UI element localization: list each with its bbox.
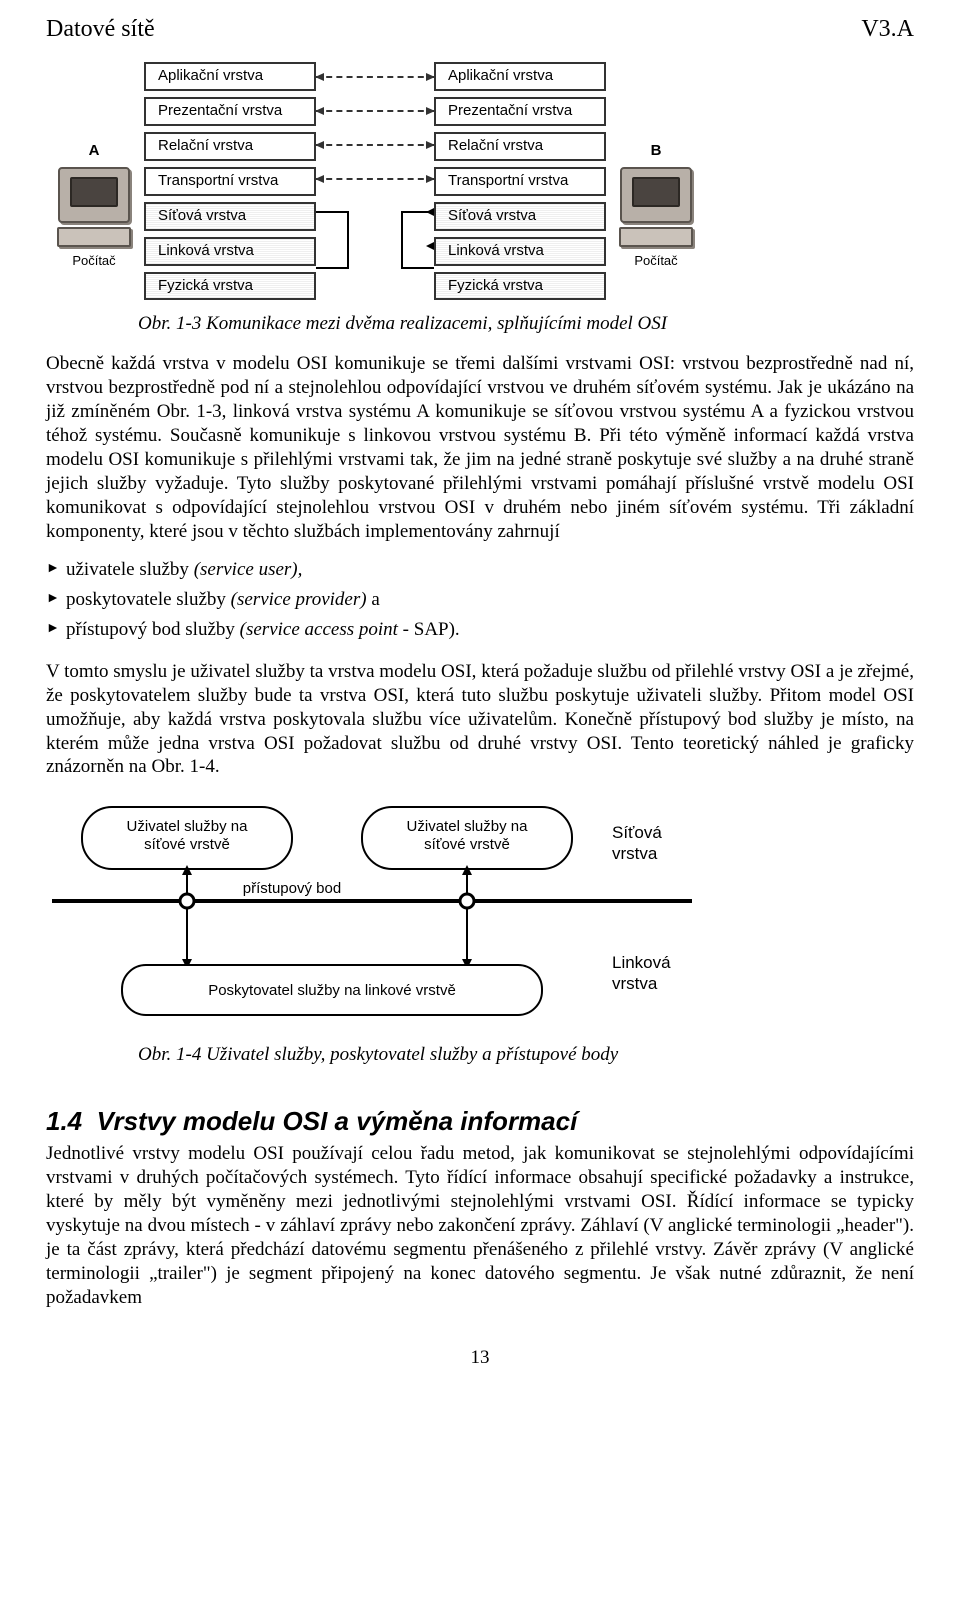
route-lines bbox=[316, 62, 434, 292]
layer-box: Aplikační vrstva bbox=[434, 62, 606, 91]
bullet-prefix: poskytovatele služby bbox=[66, 589, 231, 610]
layer-box: Relační vrstva bbox=[434, 132, 606, 161]
layer-box: Transportní vrstva bbox=[144, 167, 316, 196]
paragraph-3: Jednotlivé vrstvy modelu OSI používají c… bbox=[46, 1142, 914, 1310]
layer-box: Aplikační vrstva bbox=[144, 62, 316, 91]
svg-text:síťové vrstvě: síťové vrstvě bbox=[424, 836, 510, 853]
computer-a: A Počítač bbox=[52, 142, 136, 269]
figure-1-3-caption: Obr. 1-3 Komunikace mezi dvěma realizace… bbox=[138, 312, 914, 336]
bullet-italic: (service access point bbox=[240, 619, 398, 640]
page-number: 13 bbox=[46, 1346, 914, 1370]
section-heading: 1.4 Vrstvy modelu OSI a výměna informací bbox=[46, 1105, 914, 1138]
layer-box: Síťová vrstva bbox=[144, 202, 316, 231]
side-label-a: A bbox=[89, 142, 100, 161]
bullet-italic: (service user), bbox=[194, 559, 303, 580]
bullet-suffix: - SAP). bbox=[398, 619, 460, 640]
bullet-italic: (service provider) bbox=[231, 589, 367, 610]
svg-text:Uživatel služby na: Uživatel služby na bbox=[127, 818, 249, 835]
layer-box: Linková vrstva bbox=[434, 237, 606, 266]
figure-1-4-label-top: Síťovávrstva bbox=[612, 823, 662, 864]
layer-box: Prezentační vrstva bbox=[434, 97, 606, 126]
figure-1-3: A Počítač Aplikační vrstva Prezentační v… bbox=[52, 62, 914, 336]
bullet-list: uživatele služby (service user), poskyto… bbox=[46, 558, 914, 642]
svg-text:síťové vrstvě: síťové vrstvě bbox=[144, 836, 230, 853]
layer-box: Fyzická vrstva bbox=[434, 272, 606, 301]
svg-text:Uživatel služby na: Uživatel služby na bbox=[407, 818, 529, 835]
bullet-suffix: a bbox=[367, 589, 380, 610]
section-title: Vrstvy modelu OSI a výměna informací bbox=[97, 1106, 578, 1136]
keyboard-icon bbox=[57, 227, 131, 247]
list-item: poskytovatele služby (service provider) … bbox=[46, 588, 914, 612]
layer-box: Prezentační vrstva bbox=[144, 97, 316, 126]
keyboard-icon bbox=[619, 227, 693, 247]
doc-title-left: Datové sítě bbox=[46, 14, 155, 44]
figure-1-4-label-bottom: Linkovávrstva bbox=[612, 953, 671, 994]
list-item: přístupový bod služby (service access po… bbox=[46, 618, 914, 642]
bullet-prefix: uživatele služby bbox=[66, 559, 194, 580]
svg-text:přístupový bod: přístupový bod bbox=[243, 880, 341, 897]
computer-label-b: Počítač bbox=[634, 253, 677, 269]
computer-b: B Počítač bbox=[614, 142, 698, 269]
paragraph-2: V tomto smyslu je uživatel služby ta vrs… bbox=[46, 660, 914, 780]
side-label-b: B bbox=[651, 142, 662, 161]
monitor-icon bbox=[58, 167, 130, 223]
layer-box: Síťová vrstva bbox=[434, 202, 606, 231]
layer-stack-b: Aplikační vrstva Prezentační vrstva Rela… bbox=[434, 62, 606, 300]
layer-box: Fyzická vrstva bbox=[144, 272, 316, 301]
bullet-prefix: přístupový bod služby bbox=[66, 619, 240, 640]
figure-1-4-svg: Uživatel služby na síťové vrstvě Uživate… bbox=[52, 793, 692, 1033]
layer-box: Relační vrstva bbox=[144, 132, 316, 161]
paragraph-1: Obecně každá vrstva v modelu OSI komunik… bbox=[46, 352, 914, 544]
layer-box: Transportní vrstva bbox=[434, 167, 606, 196]
layer-stack-a: Aplikační vrstva Prezentační vrstva Rela… bbox=[144, 62, 316, 300]
figure-1-4: Uživatel služby na síťové vrstvě Uživate… bbox=[52, 793, 852, 1067]
doc-title-right: V3.A bbox=[861, 14, 914, 44]
svg-text:Poskytovatel služby na linkové: Poskytovatel služby na linkové vrstvě bbox=[208, 982, 456, 999]
list-item: uživatele služby (service user), bbox=[46, 558, 914, 582]
layer-box: Linková vrstva bbox=[144, 237, 316, 266]
monitor-icon bbox=[620, 167, 692, 223]
figure-1-4-caption: Obr. 1-4 Uživatel služby, poskytovatel s… bbox=[138, 1043, 852, 1067]
computer-label-a: Počítač bbox=[72, 253, 115, 269]
section-number: 1.4 bbox=[46, 1106, 82, 1136]
